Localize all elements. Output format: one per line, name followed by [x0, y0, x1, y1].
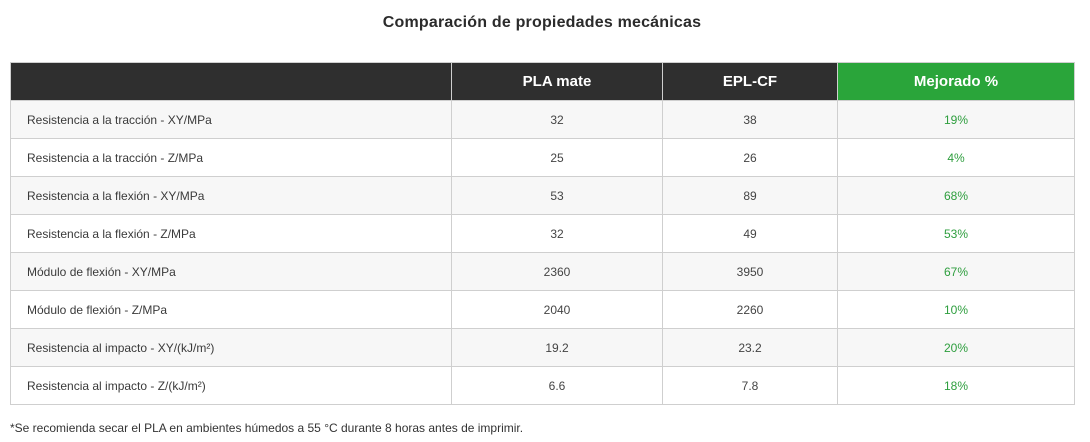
table-row: Resistencia al impacto - XY/(kJ/m²) 19.2 2… — [10, 328, 1075, 367]
page-title: Comparación de propiedades mecánicas — [382, 14, 702, 31]
cell-improved: 20% — [837, 328, 1075, 367]
table-row: Módulo de flexión - XY/MPa 2360 3950 67% — [10, 252, 1075, 291]
cell-epl-cf: 89 — [662, 176, 838, 215]
cell-pla-mate: 19.2 — [451, 328, 663, 367]
table-header-row: PLA mate EPL-CF Mejorado % — [10, 62, 1075, 101]
header-improved: Mejorado % — [837, 62, 1075, 101]
cell-pla-mate: 32 — [451, 100, 663, 139]
cell-epl-cf: 49 — [662, 214, 838, 253]
cell-property-label: Resistencia al impacto - XY/(kJ/m²) — [10, 328, 452, 367]
cell-pla-mate: 53 — [451, 176, 663, 215]
footnote: *Se recomienda secar el PLA en ambientes… — [10, 421, 524, 435]
cell-pla-mate: 32 — [451, 214, 663, 253]
cell-property-label: Resistencia a la tracción - XY/MPa — [10, 100, 452, 139]
cell-epl-cf: 3950 — [662, 252, 838, 291]
cell-property-label: Resistencia al impacto - Z/(kJ/m²) — [10, 366, 452, 405]
cell-epl-cf: 38 — [662, 100, 838, 139]
cell-improved: 67% — [837, 252, 1075, 291]
cell-improved: 10% — [837, 290, 1075, 329]
table-row: Resistencia a la flexión - Z/MPa 32 49 53% — [10, 214, 1075, 253]
cell-pla-mate: 2040 — [451, 290, 663, 329]
cell-improved: 4% — [837, 138, 1075, 177]
cell-pla-mate: 25 — [451, 138, 663, 177]
cell-improved: 18% — [837, 366, 1075, 405]
table-row: Resistencia a la flexión - XY/MPa 53 89 68% — [10, 176, 1075, 215]
cell-epl-cf: 7.8 — [662, 366, 838, 405]
comparison-table: PLA mate EPL-CF Mejorado % Resistencia a… — [10, 62, 1075, 405]
cell-property-label: Módulo de flexión - XY/MPa — [10, 252, 452, 291]
cell-property-label: Resistencia a la flexión - Z/MPa — [10, 214, 452, 253]
cell-improved: 68% — [837, 176, 1075, 215]
table-row: Resistencia a la tracción - Z/MPa 25 26 4% — [10, 138, 1075, 177]
table-row: Resistencia al impacto - Z/(kJ/m²) 6.6 7.8… — [10, 366, 1075, 405]
cell-epl-cf: 23.2 — [662, 328, 838, 367]
cell-pla-mate: 2360 — [451, 252, 663, 291]
header-pla-mate: PLA mate — [451, 62, 663, 101]
cell-property-label: Módulo de flexión - Z/MPa — [10, 290, 452, 329]
cell-pla-mate: 6.6 — [451, 366, 663, 405]
cell-property-label: Resistencia a la flexión - XY/MPa — [10, 176, 452, 215]
cell-improved: 19% — [837, 100, 1075, 139]
cell-epl-cf: 2260 — [662, 290, 838, 329]
cell-improved: 53% — [837, 214, 1075, 253]
table-row: Resistencia a la tracción - XY/MPa 32 38 19… — [10, 100, 1075, 139]
cell-property-label: Resistencia a la tracción - Z/MPa — [10, 138, 452, 177]
header-property — [10, 62, 452, 101]
cell-epl-cf: 26 — [662, 138, 838, 177]
header-epl-cf: EPL-CF — [662, 62, 838, 101]
table-row: Módulo de flexión - Z/MPa 2040 2260 10% — [10, 290, 1075, 329]
